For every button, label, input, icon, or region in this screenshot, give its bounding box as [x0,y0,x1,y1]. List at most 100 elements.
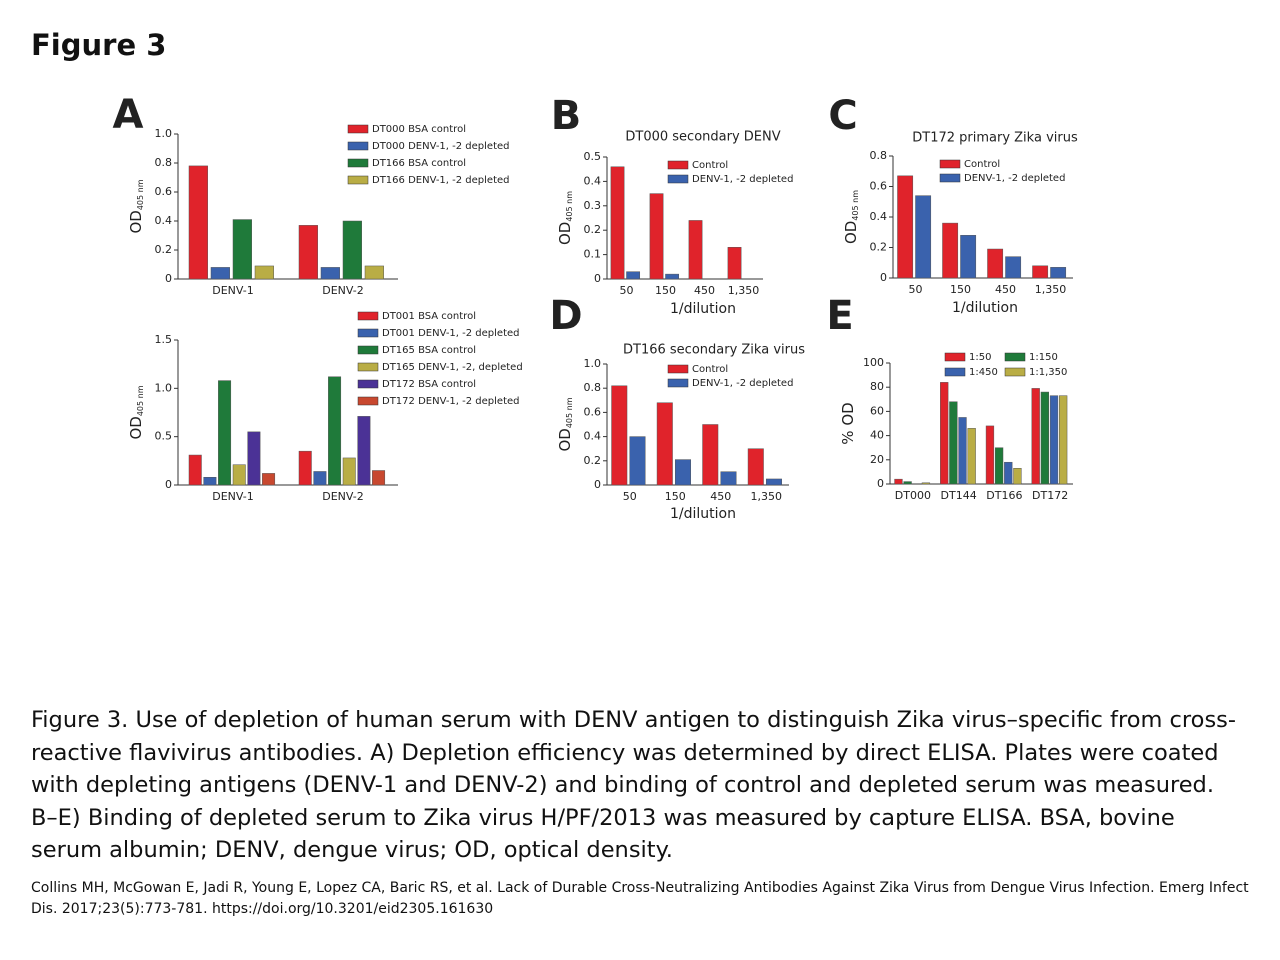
figure: 0 0.2 0.4 0.6 0.8 1.0 DENV-1 DENV-2 DT000 BSA co… [113,92,1078,522]
bar [232,464,246,486]
x-tick-label: 50 [623,490,637,503]
bar [1040,391,1050,485]
x-tick-label: DENV-2 [322,490,364,503]
y-tick-label: 0 [594,272,601,285]
y-tick-label: 0.2 [584,454,602,467]
legend-label: 1:150 [1029,352,1058,363]
legend-label: DENV-1, -2 depleted [692,378,793,389]
bar [994,447,1004,485]
legend-swatch [347,175,369,185]
bar [232,219,252,280]
legend-label: DT001 DENV-1, -2 depleted [382,328,520,339]
y-tick-label: 0.4 [155,214,173,227]
y-tick-label: 1.5 [155,333,173,346]
panel-letter: C [828,93,857,139]
bar [903,481,912,485]
x-axis-label: 1/dilution [670,301,736,317]
bar [675,459,691,486]
x-tick-label: 450 [694,284,715,297]
x-tick-label: DENV-1 [212,284,254,297]
y-axis-label: OD405 nm [842,190,860,244]
bar [1013,468,1022,485]
y-tick-label: 100 [863,356,884,369]
legend-label: DT165 DENV-1, -2, depleted [382,362,523,373]
bar [747,448,764,486]
caption: Figure 3. Use of depletion of human seru… [31,707,1237,863]
bar [218,380,232,486]
y-tick-label: 0.4 [584,174,602,187]
y-tick-label: 0 [165,478,172,491]
bar [688,220,703,280]
y-tick-label: 0 [594,478,601,491]
y-axis-label-main: % OD [839,402,857,444]
bar [1004,461,1013,485]
bar [921,482,931,485]
legend-swatch [357,345,379,355]
legend-label: Control [964,159,1000,170]
bar [313,471,327,486]
panel-letter: A [113,92,144,138]
legend-label: DT166 BSA control [372,158,466,169]
bar [940,382,949,485]
y-axis-label-main: OD [842,221,860,244]
bar [1031,388,1040,485]
bar [897,175,914,279]
x-tick-label: 1,350 [1035,283,1067,296]
legend-swatch [1004,367,1026,377]
y-axis-label-main: OD [127,416,145,439]
x-tick-label: 150 [950,283,971,296]
bar [611,385,628,486]
bar [665,273,680,280]
y-axis-label-sub: 405 nm [136,179,145,210]
legend-label: 1:1,350 [1029,367,1067,378]
legend-label: DT000 DENV-1, -2 depleted [372,141,510,152]
y-tick-label: 40 [870,429,884,442]
bar [960,235,977,279]
legend-swatch [939,173,961,183]
y-axis-label-main: OD [556,222,574,245]
x-axis-label: 1/dilution [670,506,736,522]
legend-label: Control [692,364,728,375]
bar [629,436,646,486]
legend-swatch [944,352,966,362]
bar [328,376,342,486]
y-tick-label: 0.2 [155,243,173,256]
y-tick-label: 0.1 [584,248,602,261]
bar [1005,256,1022,279]
y-axis-label-main: OD [127,210,145,233]
citation: Collins MH, McGowan E, Jadi R, Young E, … [31,880,1249,917]
panel-letter: D [549,293,582,339]
bar [626,271,641,280]
legend-swatch [347,124,369,134]
y-tick-label: 0.6 [584,405,602,418]
bar [894,478,903,485]
bar [720,471,737,486]
y-axis-label-sub: 405 nm [851,190,860,221]
x-tick-label: 150 [665,490,686,503]
y-axis-label-sub: 405 nm [136,385,145,416]
y-tick-label: 0.8 [584,381,602,394]
legend-swatch [667,160,689,170]
bar [320,267,340,280]
x-tick-label: DENV-1 [212,490,254,503]
legend-swatch [357,362,379,372]
y-tick-label: 0 [880,271,887,284]
bar [298,225,318,280]
bar [985,425,995,485]
legend-label: DT000 BSA control [372,124,466,135]
y-axis-label-sub: 405 nm [565,397,574,428]
bar [188,454,202,486]
y-tick-label: 1.0 [155,381,173,394]
x-tick-label: DT172 [1032,489,1068,502]
bar [649,193,664,280]
legend-label: DT166 DENV-1, -2 depleted [372,175,510,186]
legend-swatch [357,328,379,338]
y-axis-label: OD405 nm [556,191,574,245]
y-tick-label: 1.0 [155,127,173,140]
x-tick-label: 1,350 [728,284,760,297]
chart-title: DT172 primary Zika virus [912,131,1078,146]
y-axis-label: OD405 nm [127,385,145,439]
y-tick-label: 0.2 [870,241,888,254]
x-tick-label: 450 [710,490,731,503]
x-tick-label: 150 [655,284,676,297]
